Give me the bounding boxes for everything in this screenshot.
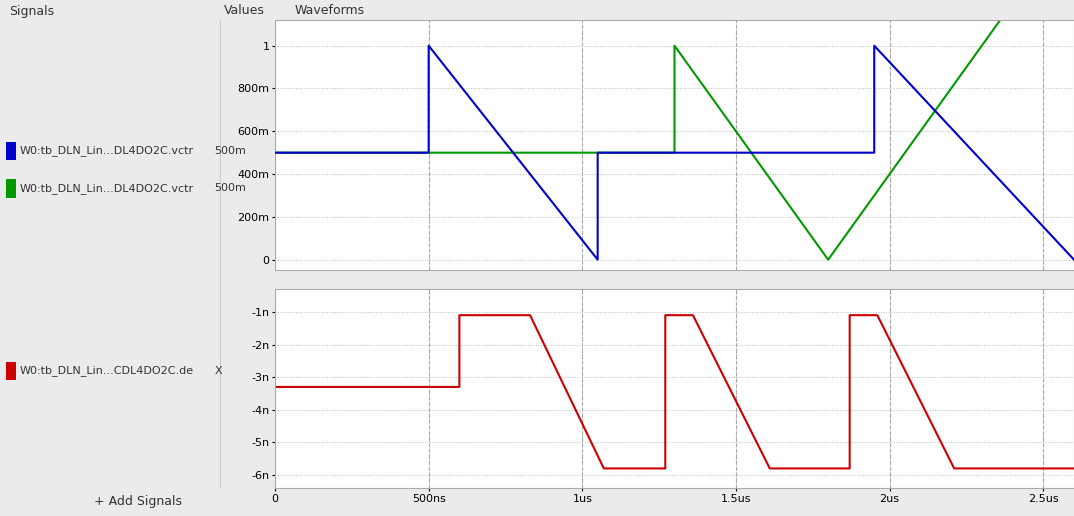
Text: W0:tb_DLN_Lin...DL4DO2C.vctr: W0:tb_DLN_Lin...DL4DO2C.vctr [19,183,193,194]
Text: 500m: 500m [215,146,246,156]
Text: + Add Signals: + Add Signals [93,495,182,508]
Text: W0:tb_DLN_Lin...CDL4DO2C.de: W0:tb_DLN_Lin...CDL4DO2C.de [19,365,193,377]
Text: X: X [215,366,222,376]
Text: Signals: Signals [9,5,54,18]
Bar [5,179,16,198]
Bar [5,142,16,160]
Text: 500m: 500m [215,184,246,194]
Bar [5,362,16,380]
Text: W0:tb_DLN_Lin...DL4DO2C.vctr: W0:tb_DLN_Lin...DL4DO2C.vctr [19,146,193,156]
Text: Waveforms: Waveforms [295,5,365,18]
Text: Values: Values [224,5,265,18]
